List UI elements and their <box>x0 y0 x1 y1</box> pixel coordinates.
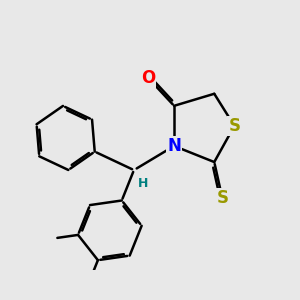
Text: H: H <box>138 177 148 190</box>
Text: O: O <box>141 69 155 87</box>
Text: N: N <box>167 137 181 155</box>
Text: S: S <box>228 117 240 135</box>
Text: S: S <box>216 189 228 207</box>
